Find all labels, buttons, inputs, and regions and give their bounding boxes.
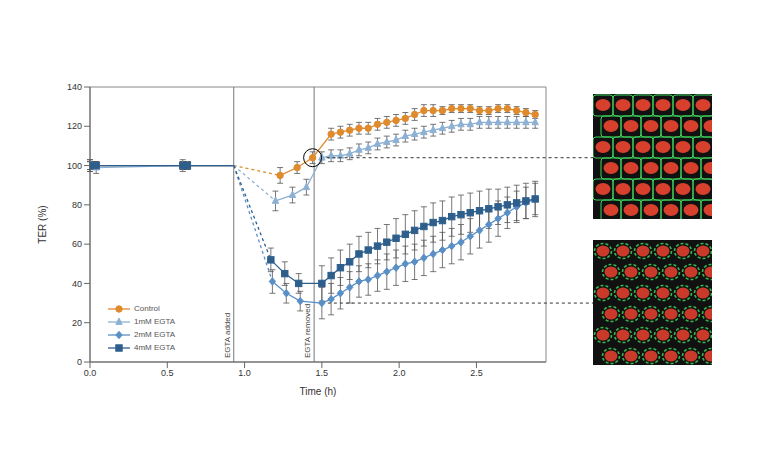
svg-text:2.0: 2.0 bbox=[393, 368, 406, 378]
svg-text:80: 80 bbox=[72, 200, 82, 210]
html-text:2mM EGTA: 2mM EGTA bbox=[134, 330, 176, 339]
svg-text:EGTA removed: EGTA removed bbox=[303, 304, 312, 358]
html-text:1mM EGTA: 1mM EGTA bbox=[134, 317, 176, 326]
svg-text:TER (%): TER (%) bbox=[37, 205, 48, 243]
svg-text:0: 0 bbox=[77, 357, 82, 367]
html-text:Control: Control bbox=[134, 304, 160, 313]
svg-text:0.0: 0.0 bbox=[84, 368, 97, 378]
svg-text:120: 120 bbox=[67, 121, 82, 131]
html-text:4mM EGTA: 4mM EGTA bbox=[134, 343, 176, 352]
svg-text:20: 20 bbox=[72, 318, 82, 328]
svg-text:0.5: 0.5 bbox=[161, 368, 174, 378]
svg-text:40: 40 bbox=[72, 279, 82, 289]
svg-text:EGTA added: EGTA added bbox=[223, 313, 232, 358]
svg-text:60: 60 bbox=[72, 239, 82, 249]
svg-text:1.0: 1.0 bbox=[238, 368, 251, 378]
svg-text:2.5: 2.5 bbox=[470, 368, 483, 378]
svg-text:140: 140 bbox=[67, 82, 82, 92]
svg-text:1.5: 1.5 bbox=[316, 368, 329, 378]
svg-text:Time (h): Time (h) bbox=[300, 386, 337, 397]
svg-text:100: 100 bbox=[67, 161, 82, 171]
